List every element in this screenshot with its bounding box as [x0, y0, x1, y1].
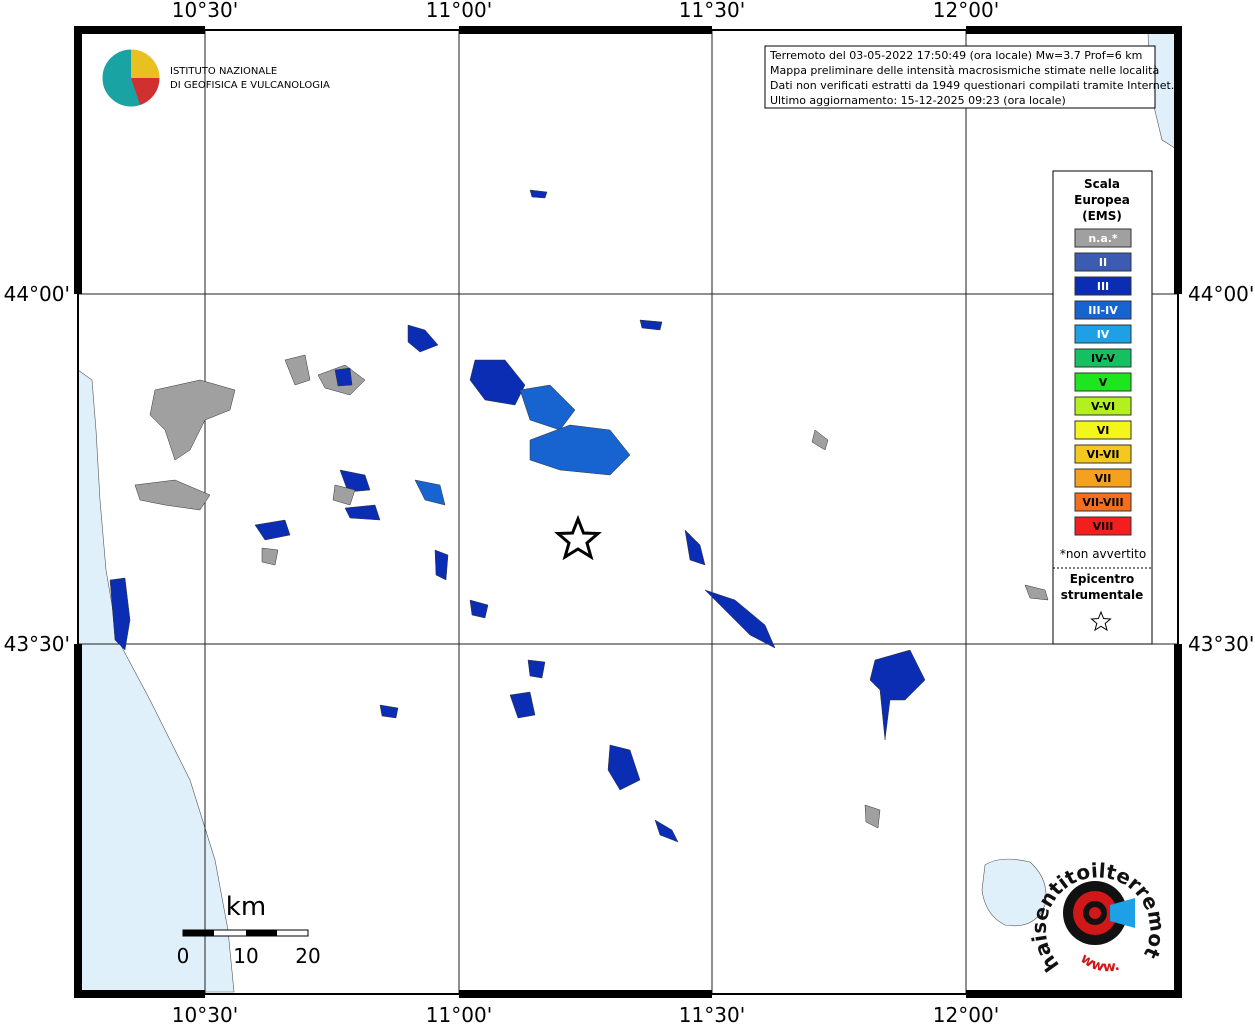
- legend-label: III-IV: [1088, 304, 1118, 317]
- scale-bar: [182, 929, 309, 937]
- info-line: Terremoto del 03-05-2022 17:50:49 (ora l…: [769, 49, 1142, 62]
- legend-label: IV: [1097, 328, 1110, 341]
- info-line: Ultimo aggiornamento: 15-12-2025 09:23 (…: [770, 94, 1066, 107]
- longitude-label: 11°00': [426, 0, 492, 22]
- latitude-label: 43°30': [1188, 632, 1254, 656]
- legend-swatch: [1074, 468, 1132, 488]
- legend-swatch: [1074, 300, 1132, 320]
- legend-swatch: [1074, 228, 1132, 248]
- longitude-label: 10°30': [172, 0, 238, 22]
- frame: [74, 26, 1182, 998]
- legend-label: VII: [1095, 472, 1112, 485]
- latitude-label: 44°00': [1188, 282, 1254, 306]
- localities: [109, 189, 1049, 843]
- logo-text: DI GEOFISICA E VULCANOLOGIA: [170, 80, 330, 91]
- longitude-label: 12°00': [933, 1003, 999, 1024]
- scale-unit: km: [226, 892, 266, 922]
- longitude-label: 12°00': [933, 0, 999, 22]
- info-line: Dati non verificati estratti da 1949 que…: [770, 79, 1174, 92]
- legend-label: III: [1097, 280, 1109, 293]
- logo-text: ISTITUTO NAZIONALE: [170, 66, 277, 77]
- legend-epicenter: strumentale: [1061, 588, 1144, 602]
- legend-swatch: [1074, 492, 1132, 512]
- latitude-label: 43°30': [4, 632, 70, 656]
- legend-label: IV-V: [1091, 352, 1116, 365]
- info-text: Terremoto del 03-05-2022 17:50:49 (ora l…: [769, 49, 1174, 107]
- legend-swatch: [1074, 324, 1132, 344]
- legend-label: V-VI: [1091, 400, 1115, 413]
- legend-swatch: [1074, 372, 1132, 392]
- scale-label: 0: [177, 944, 190, 968]
- legend-swatch: [1074, 396, 1132, 416]
- info-line: Mappa preliminare delle intensità macros…: [770, 64, 1159, 77]
- legend-swatch: [1074, 420, 1132, 440]
- epicenter: [554, 514, 602, 561]
- scale-label: 20: [295, 944, 320, 968]
- legend-label: VIII: [1093, 520, 1114, 533]
- longitude-label: 10°30': [172, 1003, 238, 1024]
- legend-label: V: [1099, 376, 1108, 389]
- longitude-label: 11°30': [679, 1003, 745, 1024]
- legend-title: Europea: [1074, 193, 1130, 207]
- longitude-label: 11°00': [426, 1003, 492, 1024]
- legend-label: VII-VIII: [1082, 496, 1123, 509]
- logo: ISTITUTO NAZIONALE DI GEOFISICA E VULCAN…: [101, 48, 330, 108]
- graticule: [78, 30, 1178, 994]
- legend-label: n.a.*: [1088, 232, 1118, 245]
- legend-title: (EMS): [1082, 209, 1122, 223]
- longitude-label: 11°30': [679, 0, 745, 22]
- legend-items: n.a.*IIIIIIII-IVIVIV-VVV-VIVIVI-VIIVIIVI…: [1074, 228, 1132, 536]
- sea: [77, 369, 235, 993]
- lake: [981, 858, 1047, 927]
- legend-label: II: [1099, 256, 1107, 269]
- coordinate-labels: 10°30' 11°00' 11°30' 12°00' 10°30' 11°00…: [4, 0, 1255, 1027]
- legend-swatch: [1074, 444, 1132, 464]
- scale-label: 10: [233, 944, 258, 968]
- legend-label: VI-VII: [1086, 448, 1119, 461]
- legend-star: [1090, 610, 1112, 632]
- legend-swatch: [1074, 348, 1132, 368]
- legend-epicenter: Epicentro: [1070, 572, 1135, 586]
- legend-note: *non avvertito: [1060, 547, 1146, 561]
- legend-title: Scala: [1084, 177, 1120, 191]
- legend-label: VI: [1097, 424, 1110, 437]
- legend-swatch: [1074, 276, 1132, 296]
- legend-swatch: [1074, 252, 1132, 272]
- legend-swatch: [1074, 516, 1132, 536]
- latitude-label: 44°00': [4, 282, 70, 306]
- info-box: [764, 45, 1156, 109]
